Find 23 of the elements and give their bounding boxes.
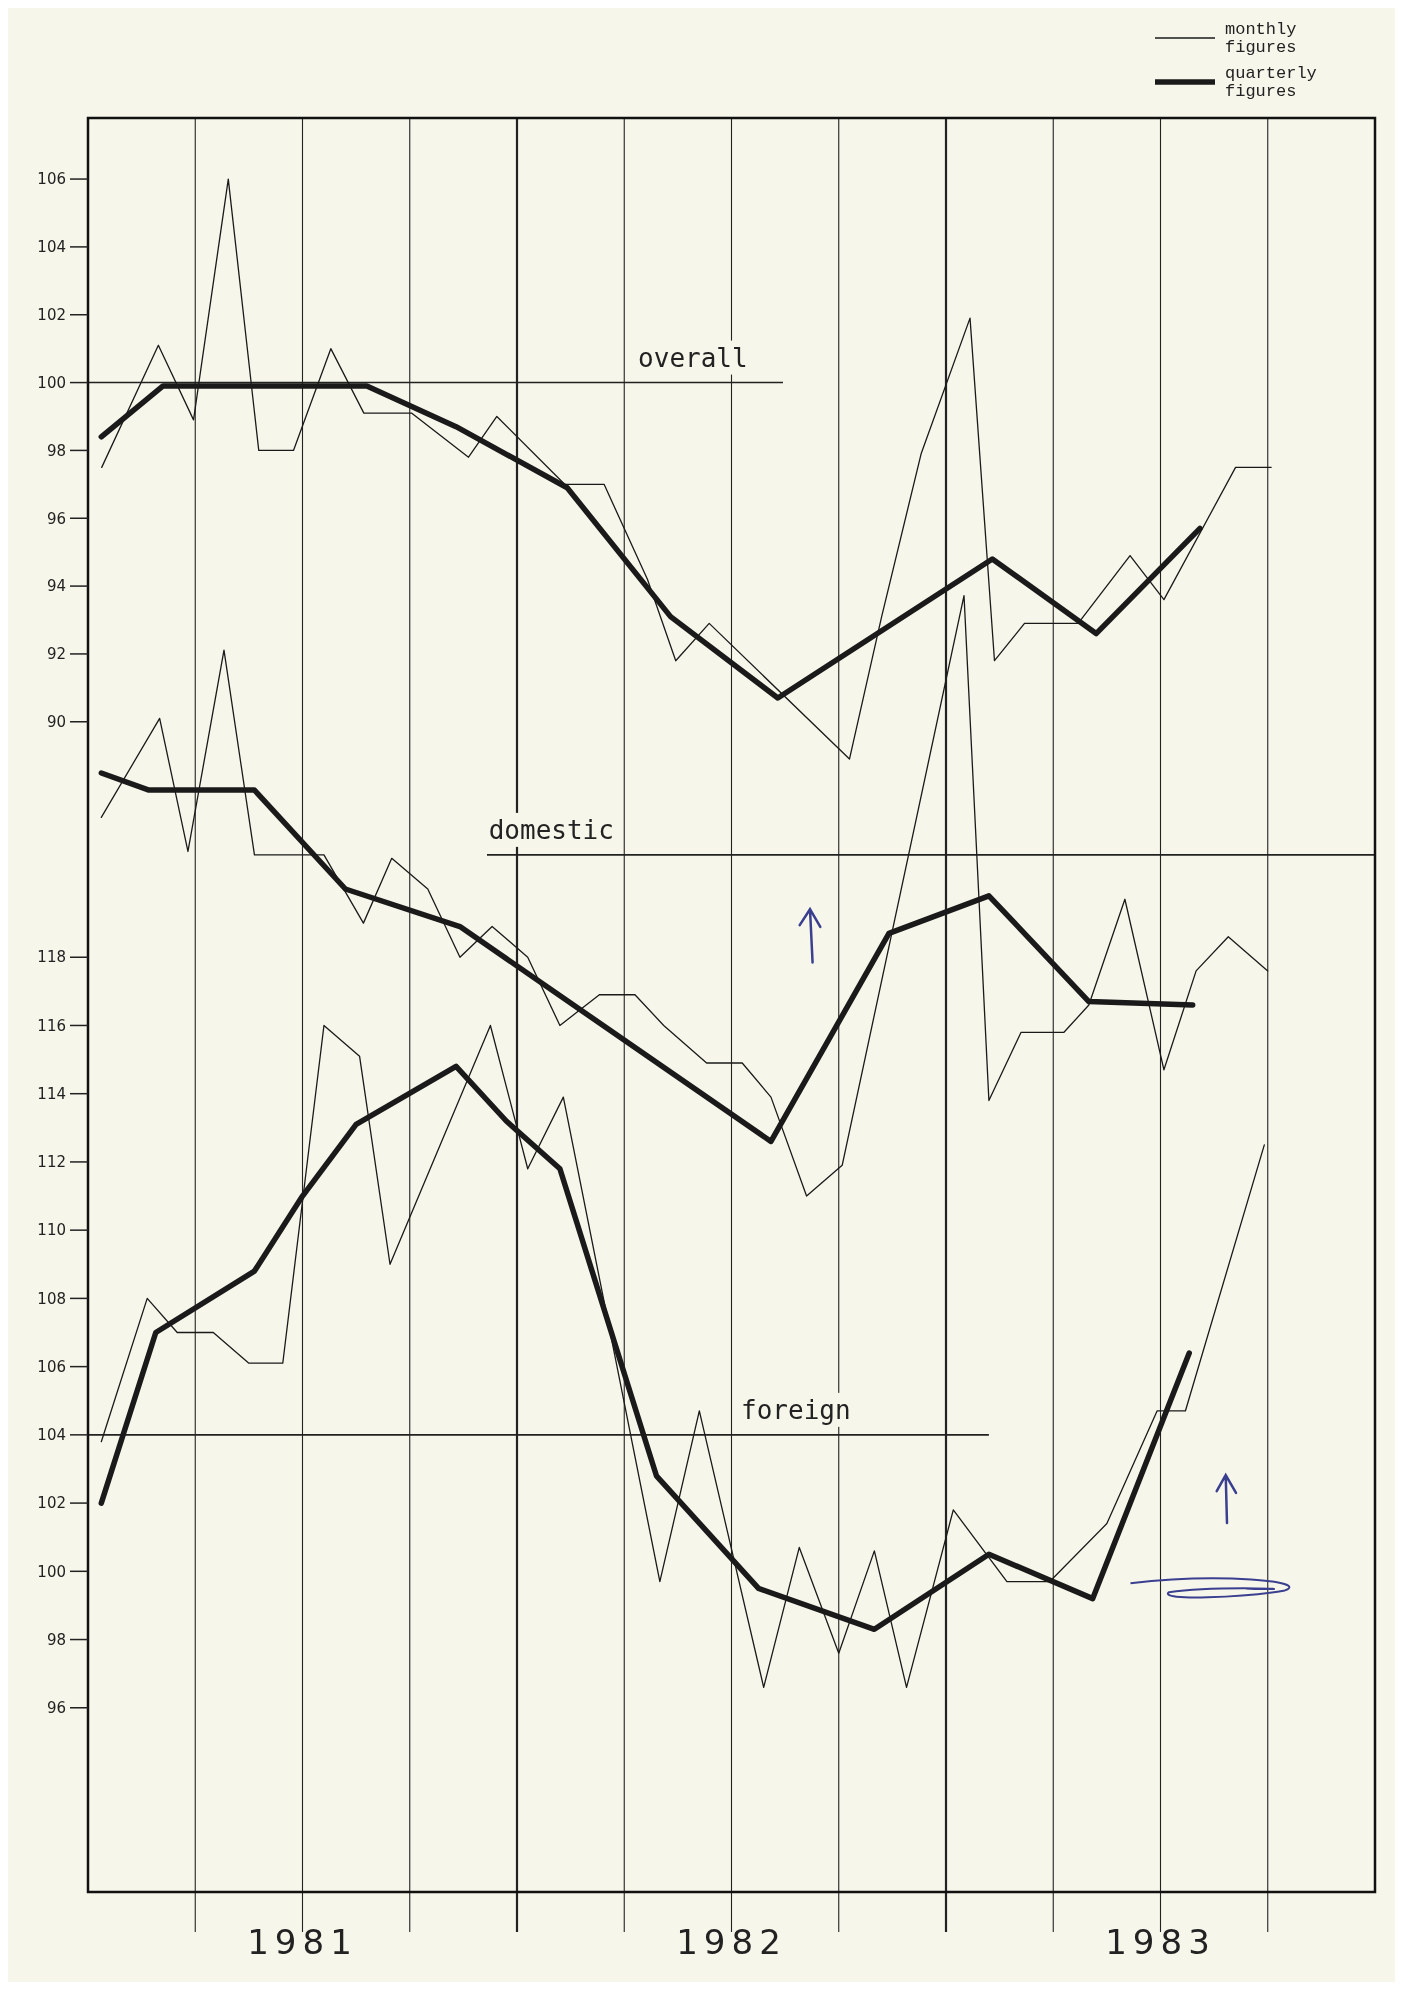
y2-tick-label: 110 xyxy=(37,1221,66,1240)
ref-line-label: domestic xyxy=(488,814,614,845)
ref-line-label: foreign xyxy=(741,1394,851,1425)
y-tick-label: 96 xyxy=(46,509,66,528)
y-tick-label: 94 xyxy=(46,577,66,596)
x-tick-label: 1981 xyxy=(247,1922,358,1962)
y-tick-label: 104 xyxy=(37,238,66,257)
x-tick-label: 1983 xyxy=(1105,1922,1216,1962)
y2-tick-label: 112 xyxy=(37,1153,66,1172)
x-tick-label: 1982 xyxy=(676,1922,787,1962)
y-tick-label: 92 xyxy=(46,645,66,664)
legend-label: monthly figures xyxy=(1225,20,1297,57)
y-tick-label: 98 xyxy=(46,441,66,460)
y-tick-label: 90 xyxy=(46,713,66,732)
y-tick-label: 100 xyxy=(37,373,66,392)
ref-line-label: overall xyxy=(638,342,748,373)
y2-tick-label: 118 xyxy=(37,948,66,967)
y-tick-label: 106 xyxy=(37,170,66,189)
legend-label: quarterly figures xyxy=(1225,64,1317,101)
y2-tick-label: 116 xyxy=(37,1016,66,1035)
y-tick-label: 102 xyxy=(37,305,66,324)
y2-tick-label: 114 xyxy=(37,1084,66,1103)
y2-tick-label: 108 xyxy=(37,1289,66,1308)
